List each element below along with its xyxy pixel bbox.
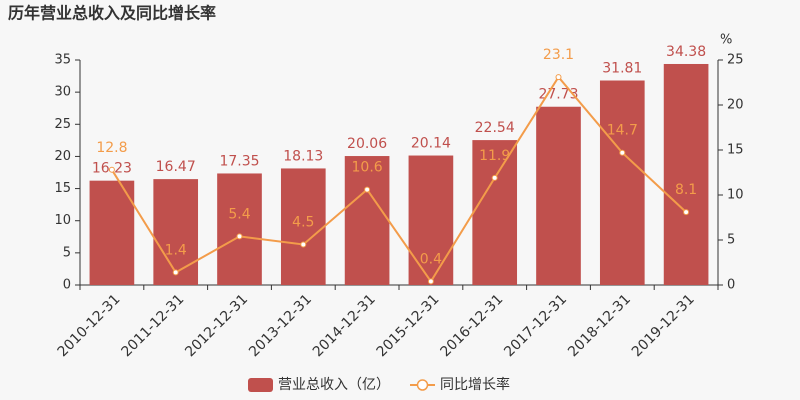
line	[111, 75, 687, 284]
y2-tick-label: 5	[727, 233, 735, 248]
line-value-label: 12.8	[96, 140, 127, 156]
bar	[408, 155, 454, 285]
bar-value-label: 34.38	[666, 44, 706, 60]
line-value-label: 14.7	[607, 123, 638, 139]
y-tick-label: 15	[54, 181, 71, 196]
bar-value-label: 17.35	[219, 153, 259, 169]
y-tick-label: 5	[63, 245, 71, 260]
bar	[280, 168, 326, 285]
line-point	[364, 186, 371, 193]
bar	[536, 106, 581, 285]
line-point	[491, 174, 498, 181]
y2-axis-label: %	[720, 33, 732, 48]
legend-label: 同比增长率	[440, 376, 510, 393]
y2-tick-label: 15	[727, 143, 744, 158]
bar-value-label: 18.13	[283, 148, 323, 164]
line-value-label: 4.5	[292, 215, 314, 231]
bar	[472, 140, 518, 285]
line-value-label: 1.4	[165, 242, 187, 258]
legend-swatch-point	[416, 379, 429, 391]
bar	[663, 63, 709, 285]
bar-value-label: 20.06	[347, 136, 387, 152]
bar	[89, 180, 135, 285]
line-point	[236, 233, 243, 240]
line-point	[619, 149, 626, 156]
y-tick-label: 25	[54, 117, 71, 132]
bar-value-label: 31.81	[602, 61, 642, 77]
y-tick-label: 10	[54, 213, 71, 228]
line-point	[172, 269, 179, 276]
y2-tick-label: 20	[727, 98, 744, 113]
line-point	[300, 241, 307, 248]
line-value-label: 10.6	[352, 160, 383, 176]
bar-value-label: 22.54	[475, 120, 515, 136]
bar	[217, 173, 262, 285]
line-point	[108, 166, 115, 173]
line-point	[555, 74, 562, 81]
y-tick-label: 30	[54, 85, 71, 100]
line-value-label: 0.4	[420, 251, 442, 267]
legend-swatch	[248, 378, 273, 392]
y2-tick-label: 10	[727, 188, 744, 203]
bar	[344, 156, 390, 285]
y-tick-label: 0	[63, 278, 71, 293]
y2-tick-label: 0	[727, 278, 735, 293]
line-value-label: 23.1	[543, 47, 574, 63]
line-value-label: 11.9	[479, 148, 510, 164]
line-value-label: 5.4	[228, 206, 250, 222]
bar	[153, 179, 199, 285]
line-point	[683, 209, 690, 216]
line-point	[427, 278, 434, 285]
bar-value-label: 16.47	[156, 159, 196, 175]
line-value-label: 8.1	[675, 182, 697, 198]
y2-tick-label: 25	[727, 53, 744, 68]
bar	[599, 80, 645, 285]
bar-value-label: 27.73	[538, 87, 578, 103]
chart-title: 历年营业总收入及同比增长率	[8, 4, 216, 23]
y-tick-label: 20	[54, 149, 71, 164]
legend-label: 营业总收入（亿）	[278, 377, 390, 393]
bar-value-label: 20.14	[411, 136, 451, 152]
y-tick-label: 35	[54, 53, 71, 68]
